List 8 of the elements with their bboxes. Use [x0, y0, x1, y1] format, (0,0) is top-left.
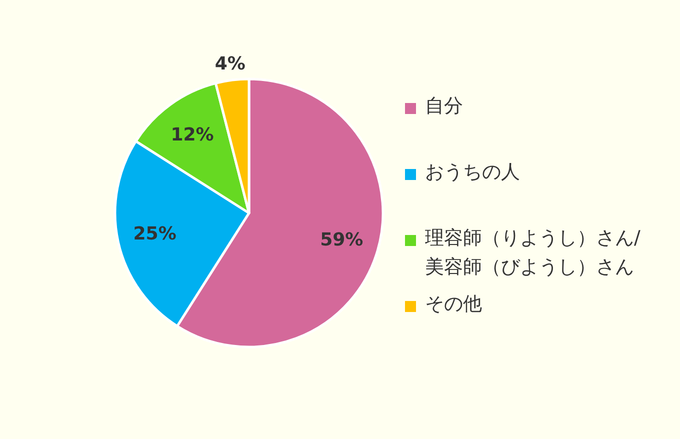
data-label: 12%	[170, 124, 214, 146]
legend-label: 理容師（りようし）さん/美容師（びようし）さん	[425, 226, 642, 280]
data-label: 59%	[320, 229, 364, 250]
legend-label: その他	[425, 292, 483, 317]
legend-label: おうちの人	[425, 160, 521, 185]
data-label: 4%	[214, 54, 246, 75]
data-label: 25%	[133, 224, 176, 245]
legend-label: 自分	[425, 94, 464, 119]
